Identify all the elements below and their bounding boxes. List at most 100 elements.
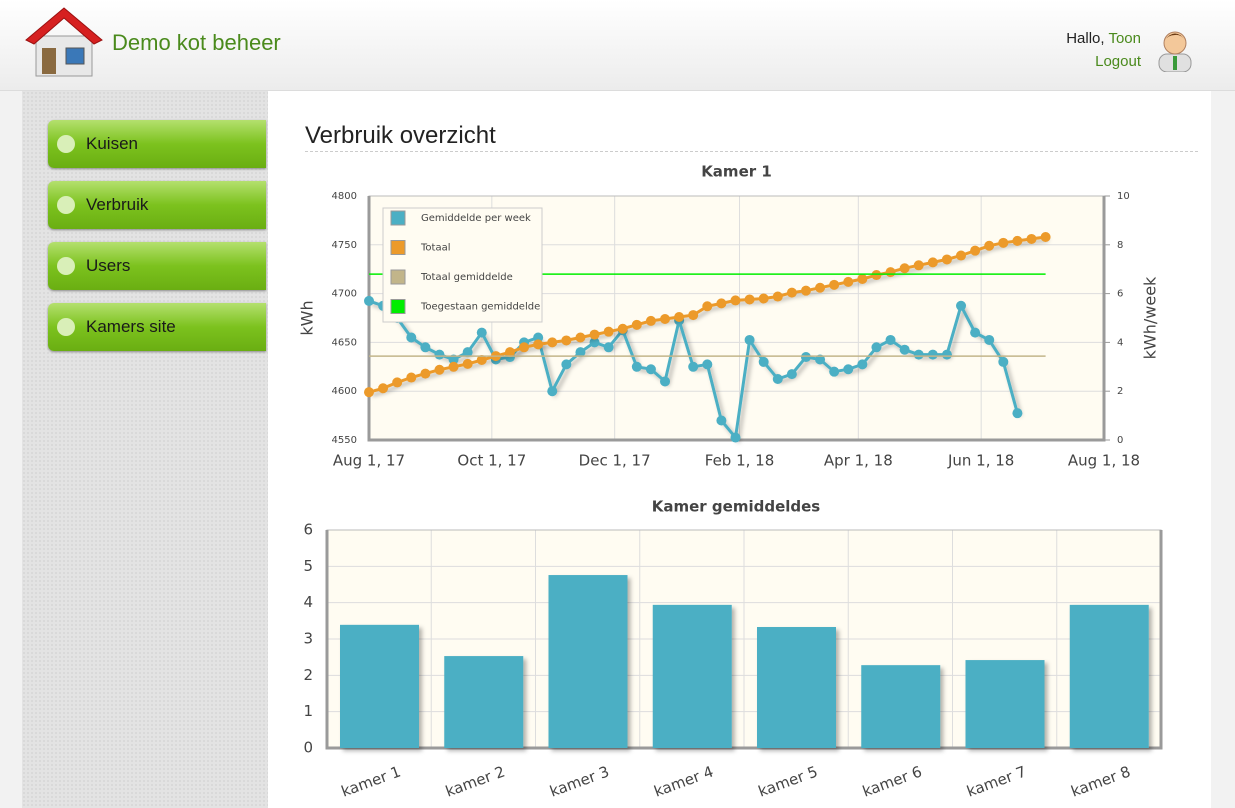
legend-swatch bbox=[390, 299, 406, 314]
point bbox=[1026, 233, 1037, 244]
y-tick-label: 2 bbox=[303, 666, 313, 684]
menu-label[interactable]: Users bbox=[86, 256, 131, 275]
legend-label: Gemiddelde per week bbox=[421, 213, 531, 224]
point bbox=[998, 237, 1009, 248]
x-tick-label: kamer 8 bbox=[1069, 762, 1133, 800]
x-tick-label: Jun 1, 18 bbox=[947, 452, 1014, 470]
menu-item[interactable]: Kuisen bbox=[48, 120, 266, 168]
logout-link[interactable]: Logout bbox=[1095, 53, 1141, 70]
point bbox=[378, 383, 389, 394]
legend-box bbox=[382, 207, 543, 323]
menu-item[interactable]: Users bbox=[48, 242, 266, 290]
point bbox=[758, 356, 769, 367]
bar bbox=[444, 656, 524, 748]
point bbox=[547, 337, 558, 348]
point bbox=[603, 326, 614, 337]
point bbox=[631, 361, 642, 372]
page-title: Verbruik overzicht bbox=[305, 122, 496, 149]
point bbox=[575, 332, 586, 343]
point bbox=[462, 358, 473, 369]
greeting: Hallo, Toon bbox=[1066, 30, 1141, 47]
point bbox=[758, 293, 769, 304]
point bbox=[476, 327, 487, 338]
point bbox=[716, 415, 727, 426]
point bbox=[998, 356, 1009, 367]
point bbox=[434, 364, 445, 375]
x-tick-label: Feb 1, 18 bbox=[705, 452, 775, 470]
point bbox=[688, 310, 699, 321]
point bbox=[913, 349, 924, 360]
point bbox=[420, 368, 431, 379]
x-tick-label: kamer 5 bbox=[756, 762, 820, 800]
point bbox=[913, 260, 924, 271]
bar bbox=[340, 624, 419, 748]
point bbox=[561, 359, 572, 370]
point bbox=[857, 273, 868, 284]
y-tick-label: 6 bbox=[303, 521, 313, 539]
point bbox=[420, 342, 431, 353]
y2-axis-label: kWh/week bbox=[1141, 276, 1160, 359]
point bbox=[448, 361, 459, 372]
logo-icon bbox=[25, 7, 103, 77]
point bbox=[1012, 408, 1023, 419]
y2-tick-label: 10 bbox=[1117, 191, 1130, 202]
point bbox=[800, 352, 811, 363]
x-tick-label: Aug 1, 18 bbox=[1068, 452, 1140, 470]
y-tick-label: 5 bbox=[303, 557, 313, 575]
point bbox=[871, 342, 882, 353]
point bbox=[561, 335, 572, 346]
menu-label[interactable]: Kuisen bbox=[86, 134, 138, 153]
menu-label[interactable]: Verbruik bbox=[86, 195, 149, 214]
y-tick-label: 4750 bbox=[332, 240, 357, 251]
y-tick-label: 4600 bbox=[332, 386, 357, 397]
bar bbox=[757, 627, 836, 748]
point bbox=[786, 369, 797, 380]
point bbox=[364, 387, 374, 398]
point bbox=[956, 300, 967, 311]
user-name[interactable]: Toon bbox=[1108, 30, 1141, 47]
divider bbox=[305, 151, 1198, 152]
x-tick-label: Aug 1, 17 bbox=[333, 452, 405, 470]
point bbox=[815, 282, 826, 293]
point bbox=[702, 301, 713, 312]
chart-title: Kamer gemiddeldes bbox=[652, 498, 821, 516]
legend-label: Totaal bbox=[420, 243, 450, 254]
y-tick-label: 3 bbox=[303, 630, 313, 648]
menu-item[interactable]: Verbruik bbox=[48, 181, 266, 229]
bar bbox=[548, 575, 628, 748]
point bbox=[984, 240, 995, 251]
point bbox=[617, 323, 628, 334]
y-tick-label: 1 bbox=[303, 702, 313, 720]
point bbox=[772, 374, 783, 384]
bar bbox=[965, 660, 1045, 748]
y2-tick-label: 6 bbox=[1117, 289, 1123, 300]
point bbox=[589, 329, 600, 340]
point bbox=[927, 257, 938, 268]
header: Demo kot beheer Hallo, Toon Logout bbox=[0, 0, 1235, 91]
point bbox=[476, 354, 487, 365]
point bbox=[660, 376, 671, 387]
bar bbox=[1069, 604, 1149, 748]
x-tick-label: kamer 3 bbox=[547, 762, 611, 800]
point bbox=[688, 361, 699, 372]
x-tick-label: kamer 4 bbox=[652, 762, 716, 800]
y-tick-label: 0 bbox=[303, 739, 313, 757]
menu-item[interactable]: Kamers site bbox=[48, 303, 266, 351]
site-title[interactable]: Demo kot beheer bbox=[112, 30, 281, 55]
point bbox=[871, 270, 882, 281]
point bbox=[575, 347, 586, 358]
y2-tick-label: 2 bbox=[1117, 386, 1123, 397]
point bbox=[744, 334, 755, 345]
point bbox=[843, 364, 854, 375]
x-tick-label: Oct 1, 17 bbox=[457, 452, 526, 470]
bar bbox=[652, 604, 732, 748]
point bbox=[448, 354, 459, 365]
point bbox=[660, 313, 671, 324]
point bbox=[645, 364, 656, 375]
point bbox=[406, 372, 417, 383]
axis-line bbox=[325, 530, 1163, 750]
point bbox=[533, 332, 544, 343]
menu-label[interactable]: Kamers site bbox=[86, 317, 176, 336]
chart-title: Kamer 1 bbox=[701, 163, 772, 181]
